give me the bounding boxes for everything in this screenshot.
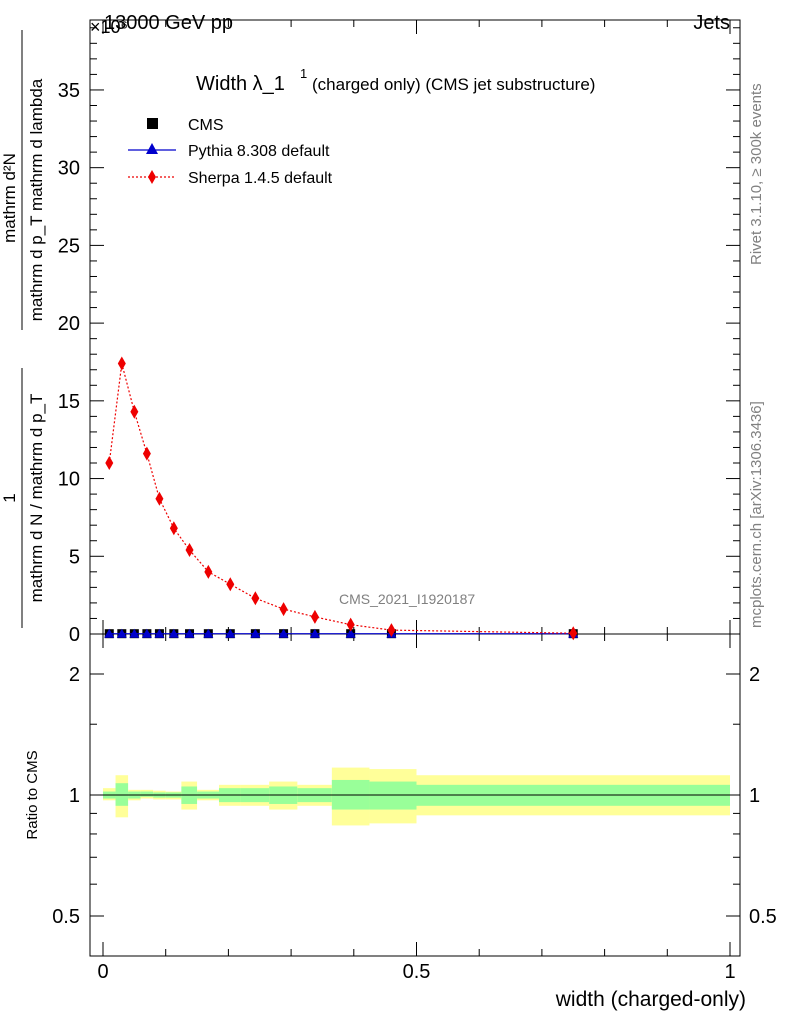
- ratio-ytick-label-right-1: 1: [749, 785, 760, 807]
- sherpa-point-5: [169, 521, 178, 536]
- pythia-point-0: [104, 628, 115, 638]
- pythia-point-4: [154, 628, 165, 638]
- pythia-point-7: [203, 628, 214, 638]
- sherpa-point-3: [142, 446, 151, 461]
- ratio-ytick-label-left-0: 0.5: [52, 906, 80, 928]
- main-ytick-label-5: 25: [58, 235, 80, 257]
- legend-sherpa-label: Sherpa 1.4.5 default: [188, 170, 333, 187]
- main-panel: [89, 19, 741, 635]
- pythia-point-9: [250, 628, 261, 638]
- pythia-point-10: [278, 628, 289, 638]
- chart-title-main: Width λ_1: [196, 73, 285, 95]
- main-ytick-label-6: 30: [58, 158, 80, 180]
- main-ytick-label-1: 5: [69, 546, 80, 568]
- chart-title-superscript: 1: [300, 66, 307, 81]
- sherpa-point-4: [155, 491, 164, 506]
- main-frame: [89, 19, 741, 635]
- sherpa-point-12: [346, 617, 355, 632]
- pythia-point-3: [141, 628, 152, 638]
- ratio-ytick-label-right-0: 0.5: [749, 906, 777, 928]
- ratio-xtick-label-2: 1: [724, 961, 735, 983]
- ratio-ytick-label-right-2: 2: [749, 664, 760, 686]
- ratio-stat-band-1: [115, 783, 129, 806]
- pythia-point-11: [309, 628, 320, 638]
- ratio-xtick-label-1: 0.5: [403, 961, 431, 983]
- main-ytick-label-4: 20: [58, 313, 80, 335]
- process-label: Jets: [693, 12, 730, 34]
- ylabel-frac-den: mathrm d p_T mathrm d lambda: [27, 78, 46, 321]
- sherpa-point-14: [569, 626, 578, 641]
- legend-cms-marker: [147, 118, 158, 129]
- pythia-point-1: [116, 628, 127, 638]
- ratio-xtick-label-0: 0: [97, 961, 108, 983]
- main-ytick-label-0: 0: [69, 624, 80, 646]
- analysis-id: CMS_2021_I1920187: [339, 591, 475, 607]
- ylabel-one: 1: [0, 493, 19, 502]
- ratio-stat-band-13: [369, 781, 417, 810]
- legend: CMS Pythia 8.308 default Sherpa 1.4.5 de…: [128, 117, 333, 187]
- sherpa-point-0: [105, 456, 114, 471]
- ratio-bands: [103, 767, 730, 826]
- sherpa-point-10: [279, 602, 288, 617]
- sherpa-point-8: [226, 577, 235, 592]
- sherpa-point-13: [387, 623, 396, 638]
- legend-pythia-marker: [146, 143, 158, 154]
- pythia-point-8: [225, 628, 236, 638]
- rivet-label: Rivet 3.1.10, ≥ 300k events: [748, 83, 765, 265]
- sherpa-point-2: [130, 404, 139, 419]
- energy-label: 13000 GeV pp: [104, 12, 233, 34]
- ylabel-mid: mathrm d N / mathrm d p_T: [27, 394, 46, 603]
- chart-title-rest: (charged only) (CMS jet substructure): [312, 75, 595, 94]
- ratio-panel: [89, 633, 741, 957]
- ratio-stat-band-3: [140, 791, 154, 797]
- main-ytick-label-7: 35: [58, 80, 80, 102]
- pythia-point-5: [168, 628, 179, 638]
- ratio-ytick-label-left-1: 1: [69, 785, 80, 807]
- series-layer: [104, 356, 579, 641]
- x-axis-label: width (charged-only): [555, 988, 746, 1011]
- exponent-label: ×10⁶: [90, 17, 128, 37]
- legend-cms-label: CMS: [188, 117, 224, 134]
- main-ytick-label-3: 15: [58, 391, 80, 413]
- ylabel-frac-num: mathrm d²N: [0, 153, 19, 243]
- sherpa-point-1: [117, 356, 126, 371]
- sherpa-point-9: [251, 591, 260, 606]
- legend-sherpa-marker: [148, 170, 156, 184]
- pythia-point-12: [345, 628, 356, 638]
- main-axes: 0 5 10 15 20 25 30 35: [58, 20, 740, 646]
- ratio-ytick-label-left-2: 2: [69, 664, 80, 686]
- mcplots-label: mcplots.cern.ch [arXiv:1306.3436]: [748, 401, 765, 628]
- main-ytick-label-2: 10: [58, 469, 80, 491]
- legend-pythia-label: Pythia 8.308 default: [188, 143, 330, 160]
- sherpa-point-11: [310, 609, 319, 624]
- sherpa-point-7: [204, 564, 213, 579]
- main-y-axis-label: 1 mathrm d N / mathrm d p_T mathrm d²N m…: [0, 30, 46, 628]
- sherpa-point-6: [185, 543, 194, 558]
- pythia-point-6: [184, 628, 195, 638]
- ratio-y-axis-label: Ratio to CMS: [24, 750, 41, 839]
- pythia-point-2: [129, 628, 140, 638]
